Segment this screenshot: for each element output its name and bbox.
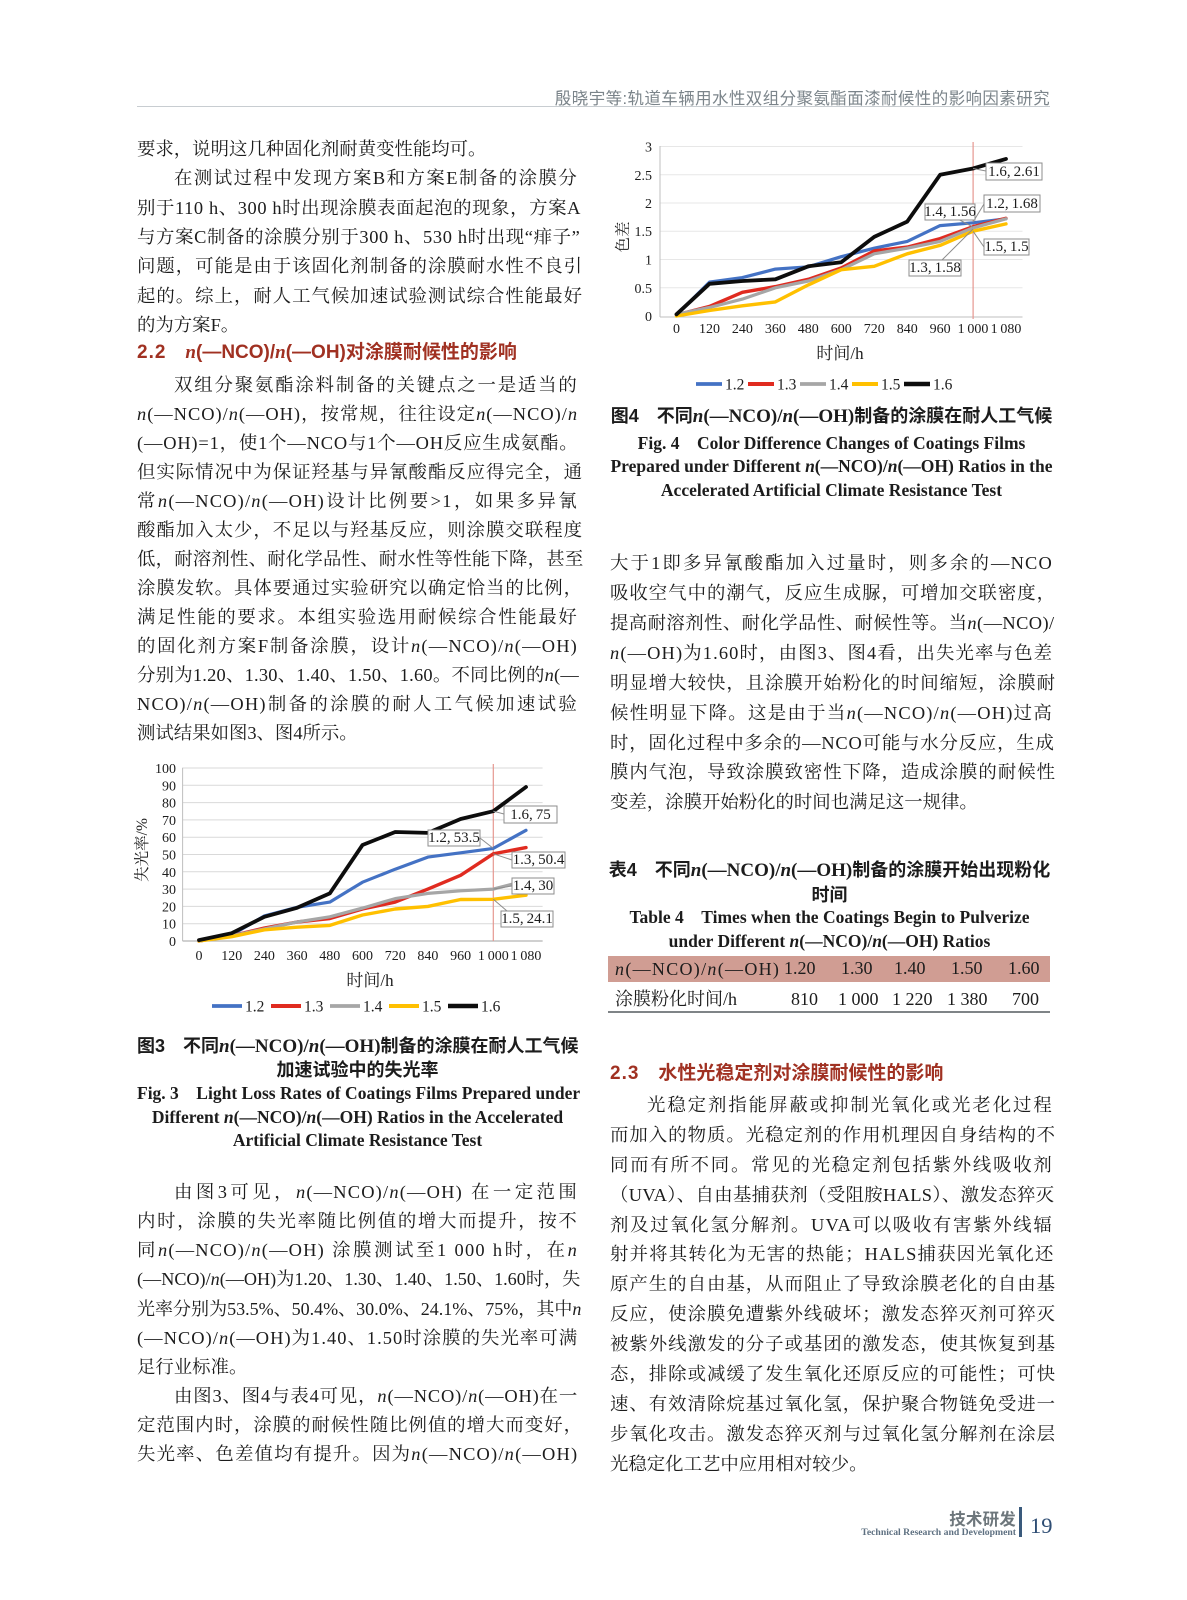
svg-text:600: 600 [831, 322, 852, 337]
svg-text:360: 360 [287, 949, 308, 964]
svg-text:10: 10 [162, 918, 176, 933]
svg-text:1.5, 1.5: 1.5, 1.5 [984, 239, 1028, 255]
svg-text:1 000: 1 000 [478, 949, 509, 964]
svg-text:720: 720 [864, 322, 885, 337]
svg-text:1.6, 2.61: 1.6, 2.61 [988, 164, 1040, 180]
svg-text:960: 960 [930, 322, 951, 337]
svg-text:1.6, 75: 1.6, 75 [510, 807, 551, 823]
svg-text:120: 120 [221, 949, 242, 964]
svg-text:1: 1 [645, 254, 652, 269]
svg-text:960: 960 [450, 949, 471, 964]
svg-text:1.4, 1.56: 1.4, 1.56 [924, 204, 976, 220]
svg-text:2: 2 [645, 197, 652, 212]
svg-text:720: 720 [385, 949, 406, 964]
svg-text:1.2, 53.5: 1.2, 53.5 [428, 830, 480, 846]
svg-text:840: 840 [897, 322, 918, 337]
svg-text:1.5: 1.5 [422, 999, 442, 1016]
svg-text:色差: 色差 [614, 221, 632, 252]
svg-text:40: 40 [162, 866, 176, 881]
svg-text:1.5: 1.5 [881, 377, 901, 394]
svg-text:0: 0 [673, 322, 680, 337]
svg-text:1.6: 1.6 [481, 999, 501, 1016]
svg-text:时间/h: 时间/h [346, 971, 394, 990]
svg-text:1.6: 1.6 [933, 377, 953, 394]
svg-text:1.3, 1.58: 1.3, 1.58 [909, 260, 961, 276]
svg-text:1.4, 30: 1.4, 30 [513, 878, 554, 894]
svg-text:1.3, 50.4: 1.3, 50.4 [513, 852, 565, 868]
svg-text:1.2, 1.68: 1.2, 1.68 [986, 196, 1038, 212]
svg-text:360: 360 [765, 322, 786, 337]
svg-text:时间/h: 时间/h [816, 344, 864, 363]
svg-text:100: 100 [155, 762, 176, 777]
svg-text:240: 240 [254, 949, 275, 964]
svg-text:30: 30 [162, 883, 176, 898]
svg-text:120: 120 [699, 322, 720, 337]
svg-text:1.5, 24.1: 1.5, 24.1 [501, 911, 553, 927]
svg-text:840: 840 [417, 949, 438, 964]
svg-text:3: 3 [645, 141, 652, 156]
svg-text:60: 60 [162, 831, 176, 846]
svg-text:1.2: 1.2 [725, 377, 744, 394]
svg-text:1 080: 1 080 [991, 322, 1022, 337]
svg-text:1.4: 1.4 [829, 377, 849, 394]
svg-text:20: 20 [162, 900, 176, 915]
svg-text:240: 240 [732, 322, 753, 337]
svg-text:0: 0 [196, 949, 203, 964]
svg-text:0: 0 [169, 935, 176, 950]
svg-text:480: 480 [319, 949, 340, 964]
svg-text:1.5: 1.5 [635, 225, 653, 240]
svg-text:0.5: 0.5 [635, 282, 653, 297]
svg-text:1.4: 1.4 [363, 999, 383, 1016]
svg-text:失光率/%: 失光率/% [133, 818, 151, 882]
svg-text:80: 80 [162, 797, 176, 812]
svg-text:1.2: 1.2 [245, 999, 264, 1016]
svg-text:1 000: 1 000 [958, 322, 989, 337]
svg-text:600: 600 [352, 949, 373, 964]
svg-text:1.3: 1.3 [777, 377, 797, 394]
svg-text:480: 480 [798, 322, 819, 337]
svg-text:2.5: 2.5 [635, 169, 653, 184]
svg-text:90: 90 [162, 779, 176, 794]
svg-text:1.3: 1.3 [304, 999, 324, 1016]
svg-text:1 080: 1 080 [511, 949, 542, 964]
svg-text:0: 0 [645, 310, 652, 325]
svg-text:70: 70 [162, 814, 176, 829]
svg-text:50: 50 [162, 849, 176, 864]
